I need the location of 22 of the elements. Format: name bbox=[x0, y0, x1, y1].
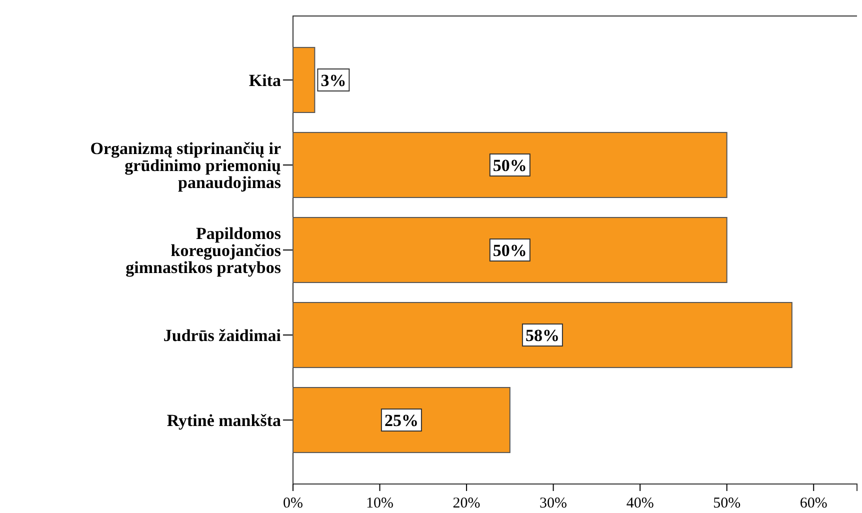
y-tick-label: Papildomos koreguojančios gimnastikos pratybos bbox=[126, 224, 282, 277]
data-label: 25% bbox=[384, 411, 418, 430]
bar bbox=[292, 132, 728, 198]
x-tick-label: 40% bbox=[626, 496, 654, 512]
bar bbox=[292, 387, 510, 454]
x-tick-label: 30% bbox=[540, 496, 568, 512]
data-label: 50% bbox=[492, 241, 527, 260]
y-tick-label: Organizmą stiprinančių ir grūdinimo priemonių panaudojimas bbox=[90, 138, 282, 192]
bar bbox=[292, 216, 728, 284]
data-label: 58% bbox=[525, 326, 560, 346]
x-tick-label: 0% bbox=[283, 496, 303, 512]
data-label: 3% bbox=[320, 70, 346, 90]
y-tick-label: Rytinė mankšta bbox=[166, 410, 282, 430]
x-tick-label: 20% bbox=[452, 496, 480, 512]
x-tick-label: 60% bbox=[800, 496, 828, 512]
data-label: 50% bbox=[492, 156, 527, 175]
y-tick-label: Kita bbox=[248, 70, 282, 90]
bar bbox=[292, 302, 792, 368]
x-tick-label: 10% bbox=[366, 496, 394, 512]
x-tick-label: 50% bbox=[713, 496, 741, 512]
y-tick-label: Judrūs žaidimai bbox=[163, 326, 282, 345]
bar bbox=[292, 46, 316, 113]
